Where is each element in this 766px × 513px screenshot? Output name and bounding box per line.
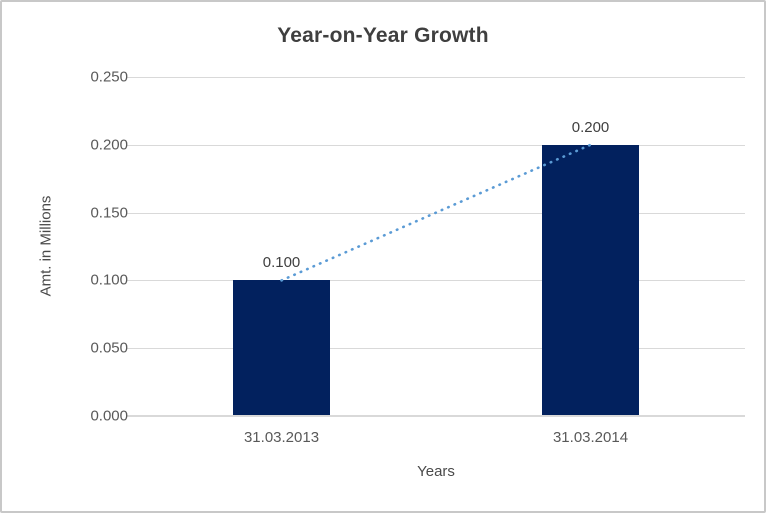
plot-area: 0.100 0.200 31.03.2013 31.03.2014 (127, 77, 745, 446)
y-tick-label: 0.100 (90, 271, 128, 289)
data-label: 0.200 (571, 118, 610, 136)
x-axis-line (127, 415, 745, 416)
y-tick-label: 0.250 (90, 68, 128, 86)
gridline (127, 280, 745, 282)
y-tick-label: 0.050 (90, 339, 128, 357)
gridline (127, 77, 745, 78)
data-label: 0.100 (262, 254, 301, 272)
bar-31.03.2014[interactable] (542, 144, 639, 416)
trendline[interactable] (127, 77, 745, 416)
y-tick-label: 0.200 (90, 136, 128, 154)
x-axis-title: Years (417, 463, 455, 480)
x-tick-label: 31.03.2014 (552, 429, 629, 446)
x-tick-label: 31.03.2013 (243, 429, 320, 446)
bar-31.03.2013[interactable] (233, 280, 330, 416)
y-axis-title: Amt. in Millions (37, 195, 55, 297)
gridline (127, 348, 745, 350)
chart-title: Year-on-Year Growth (277, 24, 489, 47)
y-tick-label: 0.000 (90, 407, 128, 425)
gridline (127, 144, 745, 146)
gridline (127, 416, 745, 417)
y-tick-label: 0.150 (90, 204, 128, 222)
trendline-segment (280, 143, 592, 282)
